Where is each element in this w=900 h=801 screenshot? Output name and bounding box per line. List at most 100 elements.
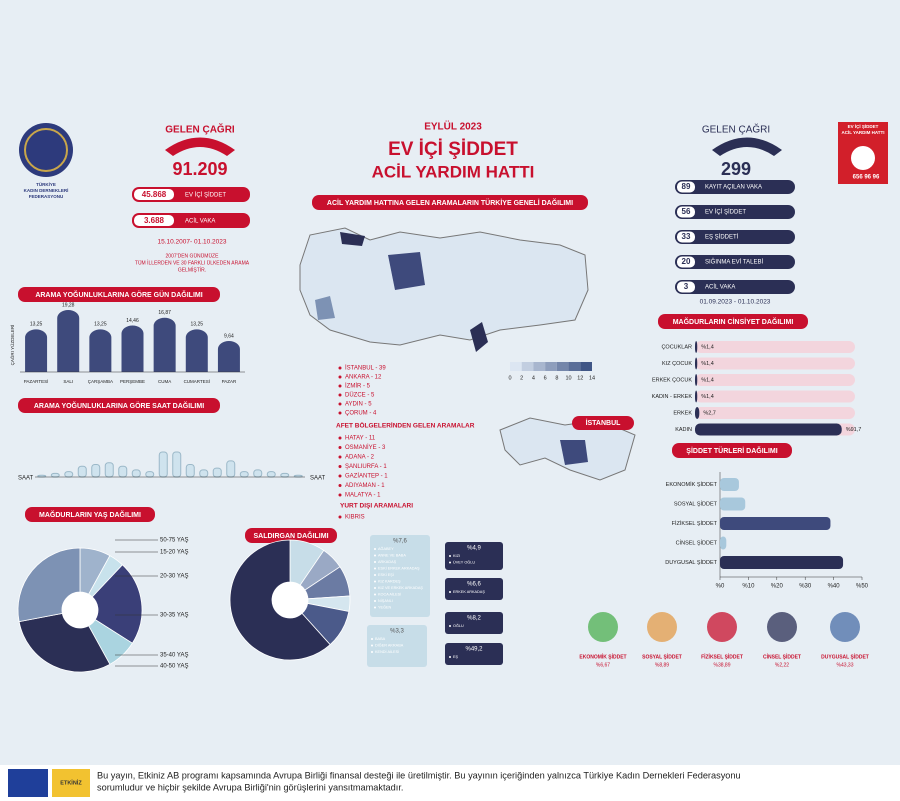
bar bbox=[89, 329, 112, 372]
footer-text: sorumludur ve hiçbir şekilde Avrupa Birl… bbox=[97, 782, 403, 792]
axis-label: SAAT bbox=[18, 476, 34, 482]
icon-label: DUYGUSAL ŞİDDET bbox=[821, 653, 869, 660]
bullet bbox=[449, 555, 451, 557]
stat-pill bbox=[675, 280, 795, 294]
bar-track bbox=[695, 374, 855, 386]
y-axis-label: ÇAĞRI YÜZDELERİ bbox=[9, 325, 15, 366]
icon-value: %38,89 bbox=[714, 662, 731, 668]
eu-flag bbox=[8, 769, 48, 797]
city: İSTANBUL - 39 bbox=[345, 365, 386, 372]
x-tick-label: SALI bbox=[63, 379, 73, 384]
city: İZMİR - 5 bbox=[345, 383, 371, 390]
value-label: %3,3 bbox=[390, 629, 404, 635]
icon-value: %2,22 bbox=[775, 662, 789, 668]
legend-tick: 4 bbox=[532, 375, 535, 381]
bullet bbox=[338, 515, 342, 519]
stat-value: 56 bbox=[682, 207, 691, 216]
stat-value: 3 bbox=[684, 282, 689, 291]
group-item: KIZI bbox=[453, 554, 460, 558]
bar bbox=[172, 451, 182, 478]
group-item: AĞABEY bbox=[378, 546, 394, 551]
main-title: EV İÇİ ŞİDDET bbox=[388, 139, 518, 160]
legend-swatch bbox=[510, 362, 522, 371]
value-label: %49,2 bbox=[465, 647, 483, 653]
section-title: MAĞDURLARIN CİNSİYET DAĞILIMI bbox=[673, 317, 794, 326]
icon bbox=[767, 612, 797, 642]
city: ADIYAMAN - 1 bbox=[345, 483, 385, 489]
bar bbox=[280, 472, 290, 478]
value-label: %2,7 bbox=[703, 410, 716, 416]
bar bbox=[121, 325, 144, 372]
legend-label: 20-30 YAŞ bbox=[160, 574, 188, 580]
section-title: İSTANBUL bbox=[586, 419, 622, 427]
bar bbox=[77, 465, 87, 478]
bullet bbox=[374, 580, 376, 583]
bullet bbox=[374, 561, 376, 563]
bullet bbox=[374, 548, 376, 550]
map-region bbox=[340, 232, 365, 246]
legend-swatch bbox=[568, 362, 581, 371]
bullet bbox=[449, 561, 451, 564]
x-tick-label: %20 bbox=[771, 584, 784, 590]
value-label: 16,87 bbox=[158, 310, 171, 316]
stat-text: EŞ ŞİDDETİ bbox=[705, 234, 739, 241]
title-banner bbox=[672, 443, 792, 458]
bar bbox=[199, 469, 209, 478]
x-tick-label: %30 bbox=[799, 584, 812, 590]
legend-swatch bbox=[580, 362, 592, 371]
bar-track bbox=[695, 390, 855, 403]
value-label: 9,64 bbox=[224, 333, 234, 339]
bullet bbox=[449, 625, 451, 627]
group-box bbox=[445, 643, 503, 665]
section-title: SALDIRGAN DAĞILIMI bbox=[253, 531, 328, 540]
footer-logo: ETKİNİZ bbox=[60, 779, 82, 786]
stat-value: 45.868 bbox=[142, 190, 167, 199]
group-box bbox=[445, 612, 503, 634]
bar bbox=[720, 497, 746, 511]
bar bbox=[695, 357, 698, 370]
list-title: YURT DIŞI ARAMALARI bbox=[340, 503, 413, 510]
note: TÜM İLLERDEN VE 30 FARKLI ÜLKEDEN ARAMA bbox=[135, 259, 250, 266]
icon-label: FİZİKSEL ŞİDDET bbox=[701, 653, 743, 660]
group-box bbox=[370, 535, 430, 617]
badge-icon bbox=[851, 146, 875, 170]
logo-emblem bbox=[19, 123, 73, 177]
bullet bbox=[374, 567, 376, 570]
map-region bbox=[388, 252, 425, 290]
logo-text: TÜRKİYE bbox=[36, 181, 56, 187]
stat-value: 3.688 bbox=[144, 216, 165, 225]
title-banner bbox=[18, 398, 220, 413]
group-box bbox=[445, 578, 503, 600]
bar bbox=[118, 465, 128, 478]
bar bbox=[158, 451, 168, 478]
stat-text: EV İÇİ ŞİDDET bbox=[185, 192, 226, 199]
legend-tick: 10 bbox=[566, 375, 572, 381]
bar bbox=[253, 469, 263, 478]
y-tick-label: ERKEK bbox=[673, 410, 692, 416]
period: 01.09.2023 - 01.10.2023 bbox=[700, 299, 771, 306]
legend-label: 30-35 YAŞ bbox=[160, 613, 188, 619]
city: ŞANLIURFA - 1 bbox=[345, 464, 387, 470]
group-box bbox=[445, 542, 503, 570]
stat-pill-inner bbox=[677, 281, 695, 293]
bullet bbox=[374, 606, 376, 609]
x-tick-label: %40 bbox=[828, 584, 841, 590]
city: AYDIN - 5 bbox=[345, 402, 372, 408]
stat-value: 33 bbox=[682, 232, 691, 241]
bar bbox=[226, 460, 236, 478]
value-label: %4,9 bbox=[467, 546, 481, 552]
stat-label: GELEN ÇAĞRI bbox=[165, 123, 235, 136]
bar bbox=[720, 556, 844, 569]
icon bbox=[647, 612, 677, 642]
group-item: OĞLU bbox=[453, 623, 464, 628]
stat-value: 20 bbox=[682, 257, 691, 266]
bar bbox=[212, 467, 222, 478]
y-tick-label: DUYGUSAL ŞİDDET bbox=[665, 559, 717, 566]
legend-swatch bbox=[533, 362, 546, 371]
group-item: BABA bbox=[375, 637, 386, 641]
stat-total: 299 bbox=[721, 159, 751, 179]
legend-tick: 0 bbox=[508, 375, 511, 381]
etkiniz-logo bbox=[52, 769, 90, 797]
stat-label: GELEN ÇAĞRI bbox=[702, 123, 770, 136]
legend-swatch bbox=[521, 362, 534, 371]
